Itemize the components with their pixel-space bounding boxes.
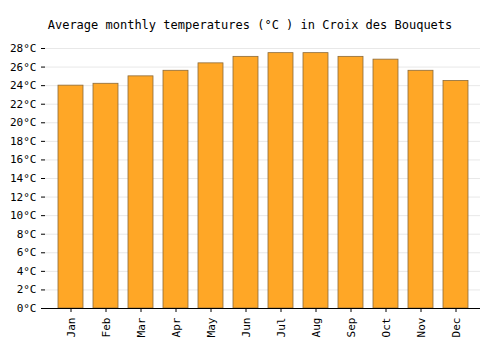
svg-text:20°C: 20°C [10,116,37,129]
svg-text:Oct: Oct [380,318,393,338]
svg-text:8°C: 8°C [17,228,37,241]
svg-text:Jan: Jan [65,318,78,338]
svg-text:18°C: 18°C [10,135,37,148]
svg-text:28°C: 28°C [10,42,37,55]
svg-text:4°C: 4°C [17,265,37,278]
svg-text:2°C: 2°C [17,283,37,296]
svg-text:Aug: Aug [310,318,323,338]
svg-text:22°C: 22°C [10,98,37,111]
svg-text:Dec: Dec [450,318,463,338]
svg-text:0°C: 0°C [17,302,37,315]
svg-text:14°C: 14°C [10,172,37,185]
svg-text:10°C: 10°C [10,209,37,222]
svg-text:Apr: Apr [170,317,183,337]
svg-text:Nov: Nov [415,317,428,337]
svg-text:Mar: Mar [135,317,148,337]
svg-text:Feb: Feb [100,318,113,338]
svg-text:Jul: Jul [275,318,288,338]
svg-text:6°C: 6°C [17,246,37,259]
svg-text:24°C: 24°C [10,79,37,92]
svg-text:26°C: 26°C [10,61,37,74]
svg-text:Sep: Sep [345,318,358,338]
html-text:Average monthly temperatures (: Average monthly temperatures (°C ) in Cr… [47,18,453,32]
svg-text:Jun: Jun [240,318,253,338]
svg-text:May: May [205,317,218,337]
svg-text:16°C: 16°C [10,153,37,166]
svg-text:12°C: 12°C [10,191,37,204]
